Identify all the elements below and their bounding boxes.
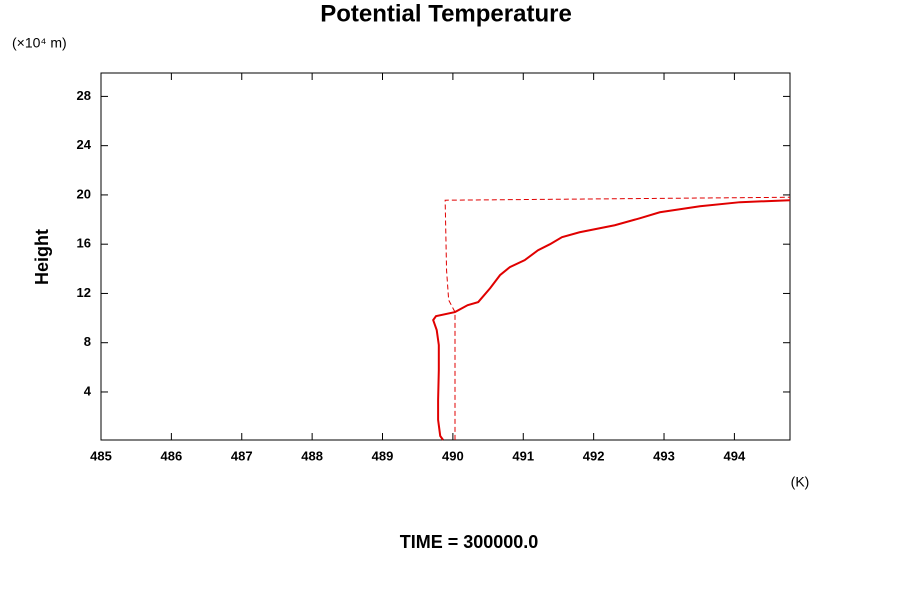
y-tick-label: 20 bbox=[77, 186, 91, 201]
y-tick-label: 24 bbox=[77, 137, 92, 152]
chart-title: Potential Temperature bbox=[320, 0, 572, 27]
x-tick-label: 486 bbox=[161, 448, 183, 463]
y-unit: (×10⁴ m) bbox=[12, 35, 67, 51]
y-tick-label: 8 bbox=[84, 334, 91, 349]
line bbox=[444, 196, 791, 440]
line bbox=[432, 199, 791, 441]
y-tick-label: 12 bbox=[77, 285, 91, 300]
plot-frame bbox=[100, 72, 791, 441]
x-tick-label: 491 bbox=[512, 448, 534, 463]
x-tick-label: 492 bbox=[583, 448, 605, 463]
y-axis-label: Height bbox=[32, 229, 52, 285]
time-label: TIME = 300000.0 bbox=[400, 532, 539, 552]
x-tick-label: 494 bbox=[724, 448, 746, 463]
x-tick-label: 485 bbox=[90, 448, 112, 463]
y-tick-label: 16 bbox=[77, 236, 91, 251]
x-tick-label: 488 bbox=[301, 448, 323, 463]
x-tick-label: 487 bbox=[231, 448, 253, 463]
x-tick-label: 493 bbox=[653, 448, 675, 463]
x-tick-label: 490 bbox=[442, 448, 464, 463]
y-tick-label: 4 bbox=[84, 383, 92, 398]
x-tick-label: 489 bbox=[372, 448, 394, 463]
x-unit: (K) bbox=[791, 474, 810, 490]
y-tick-label: 28 bbox=[77, 88, 91, 103]
